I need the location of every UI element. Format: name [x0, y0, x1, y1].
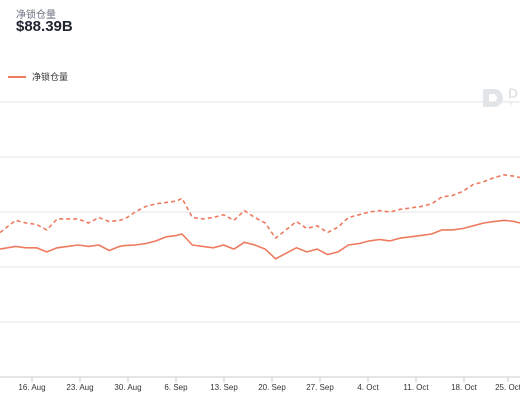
- grid-lines: [0, 101, 520, 323]
- x-tick-label: 13. Sep: [210, 383, 238, 392]
- x-tick-label: 11. Oct: [403, 383, 429, 392]
- x-tick-label: 30. Aug: [114, 383, 141, 392]
- x-tick-label: 20. Sep: [258, 383, 286, 392]
- legend-swatch: [8, 75, 26, 78]
- x-tick-label: 18. Oct: [451, 383, 478, 392]
- series-line-solid[interactable]: [0, 219, 520, 260]
- x-tick-label: 6. Sep: [164, 383, 188, 392]
- x-tick-label: 25. Oct: [495, 383, 520, 392]
- metric-label: 净锁仓量: [16, 10, 56, 21]
- legend-series-label: 净锁仓量: [32, 72, 69, 82]
- watermark-text: D: [508, 85, 519, 101]
- x-tick-label: 23. Aug: [66, 383, 93, 392]
- watermark-subtext: Y: [508, 100, 514, 109]
- x-tick-label: 27. Sep: [306, 383, 334, 392]
- x-tick-label: 16. Aug: [18, 383, 45, 392]
- metric-value: $88.39B: [16, 18, 73, 35]
- x-tick-label: 4. Oct: [357, 383, 379, 392]
- x-axis: 16. Aug 23. Aug 30. Aug 6. Sep 13. Sep 20. Se…: [0, 376, 520, 392]
- chart-legend[interactable]: 净锁仓量: [8, 70, 68, 83]
- series-line-dashed[interactable]: [0, 174, 520, 239]
- series-lines: [0, 174, 520, 260]
